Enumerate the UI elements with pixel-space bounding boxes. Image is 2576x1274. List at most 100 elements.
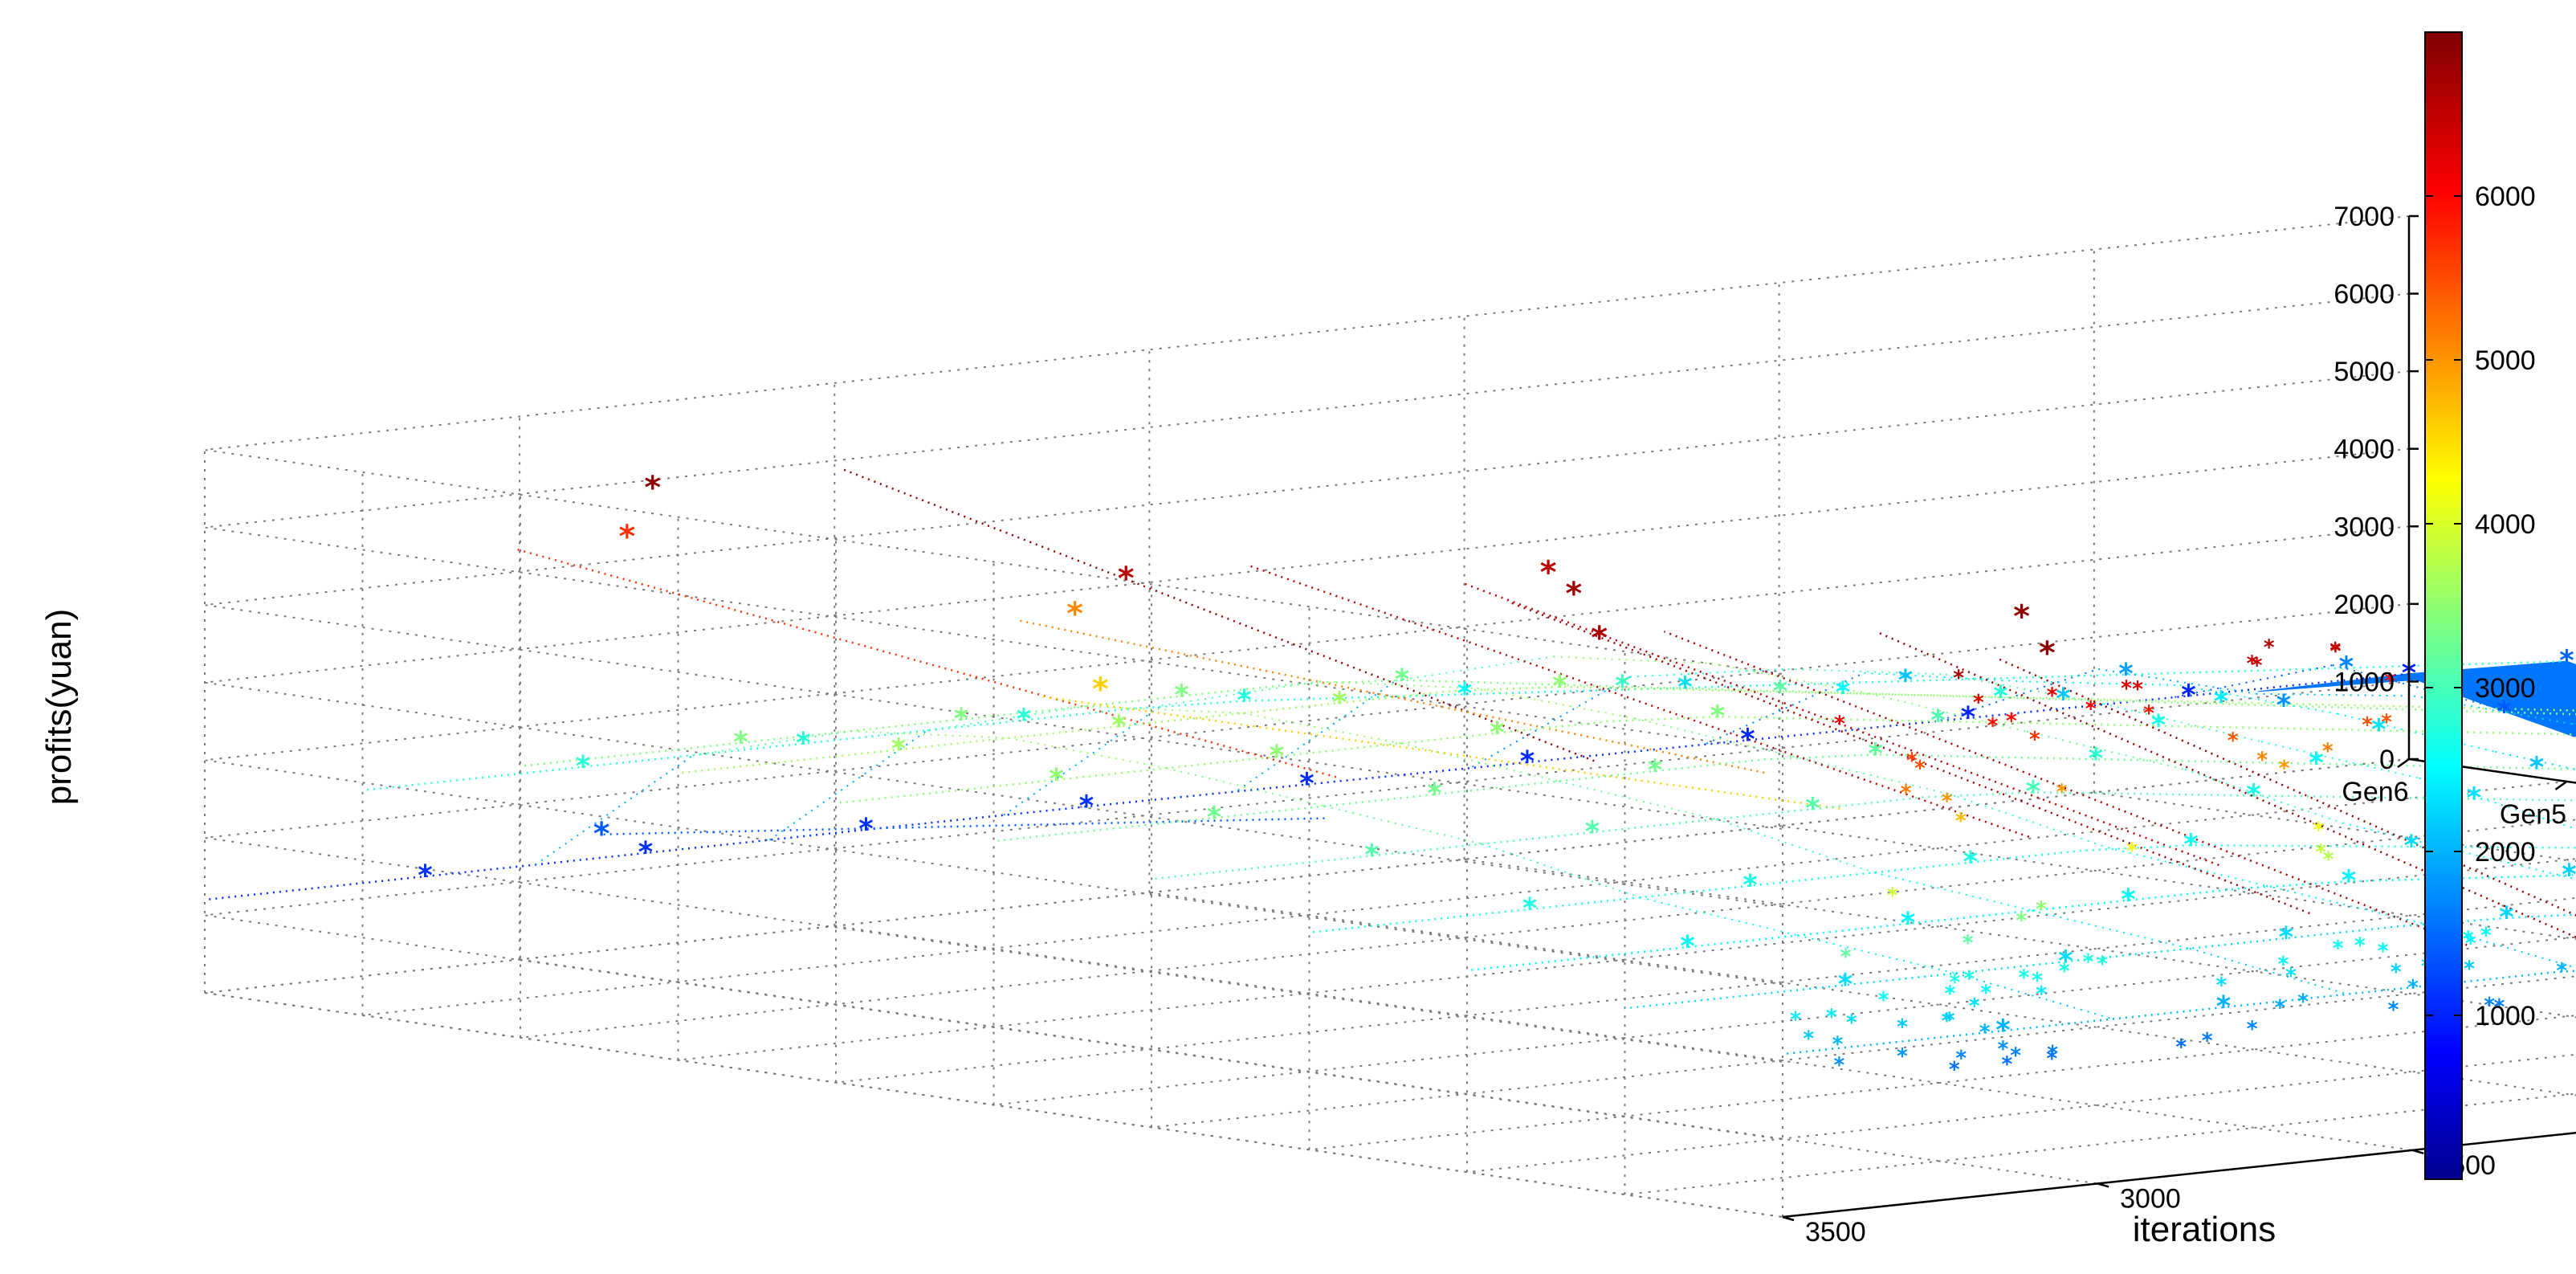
peak-stem (1018, 619, 1765, 774)
ridge-marker: * (954, 703, 968, 736)
y-tick-mark (1782, 1215, 1795, 1222)
link-line (535, 754, 694, 866)
ridge-marker: * (576, 750, 590, 783)
cluster-marker: * (2047, 1041, 2058, 1066)
ridge-marker: * (2371, 713, 2386, 746)
cluster-peak-marker: * (1906, 749, 1918, 774)
cluster-peak-marker: * (1834, 712, 1845, 737)
ridge-marker: * (2404, 830, 2419, 863)
ridge-marker: * (1427, 778, 1441, 811)
z-tick-label: 3000 (2333, 512, 2395, 542)
cluster-marker: * (2388, 998, 2399, 1023)
cluster-marker: * (1969, 994, 1980, 1019)
y-tick-label: 3000 (2120, 1183, 2181, 1214)
stem-layer (204, 468, 2576, 1056)
grid-line-z (204, 680, 2410, 1141)
cluster-marker: * (1790, 1008, 1801, 1033)
ridge-marker: * (1111, 709, 1126, 742)
ridge-marker: * (2216, 990, 2231, 1023)
ridge-marker: * (2089, 742, 2103, 775)
link-line (1711, 662, 1869, 695)
cluster-marker: * (1832, 1032, 1843, 1057)
ridge-marker: * (1963, 846, 1978, 879)
y-tick-mark (2097, 1182, 2109, 1188)
ridge-marker: * (2276, 689, 2291, 722)
link-line (768, 729, 928, 841)
ridge-marker: * (2056, 683, 2070, 716)
ridge-marker: * (2246, 779, 2260, 812)
link-line (1553, 655, 1712, 664)
link-line (1237, 680, 1396, 791)
link-line (1864, 672, 2023, 683)
cluster-marker: * (2046, 1047, 2057, 1072)
cluster-peak-marker: * (2384, 669, 2395, 694)
ridge-marker: * (1299, 768, 1314, 801)
grid-line-x-floor (1309, 1015, 2576, 1151)
cluster-peak-marker: * (1987, 713, 1999, 738)
ridge-marker: * (2309, 747, 2323, 780)
link-line (2414, 695, 2572, 725)
cluster-peak-marker: * (2247, 651, 2258, 676)
link-line (2179, 684, 2338, 715)
colorbar-tick-label: 4000 (2475, 509, 2536, 540)
ridge-marker: * (891, 733, 906, 766)
convergence-line (362, 659, 2567, 792)
link-line (1477, 687, 1636, 720)
grid-layer (204, 215, 2576, 1218)
peak-marker: * (619, 518, 636, 555)
ridge-marker: * (1901, 907, 1915, 940)
grid-line-x-floor (1624, 1092, 2576, 1196)
cluster-marker: * (2354, 933, 2366, 958)
cluster-peak-marker: * (1914, 756, 1926, 781)
grid-line-z (204, 292, 2410, 753)
ridge-marker: * (1615, 670, 1629, 703)
cluster-peak-marker: * (2143, 701, 2154, 726)
cluster-marker: * (1803, 1027, 1814, 1051)
cluster-marker: * (2010, 1043, 2021, 1068)
cluster-peak-marker: * (2362, 713, 2373, 737)
ridge-marker: * (2151, 709, 2166, 742)
cluster-marker: * (1833, 1053, 1844, 1078)
ridge-marker: * (1838, 968, 1853, 1001)
cluster-marker: * (2202, 1029, 2213, 1054)
ridge-marker: * (1961, 701, 1975, 734)
ridge-marker: * (1520, 745, 1535, 778)
colorbar-tick-label: 1000 (2475, 1001, 2536, 1031)
x-tick-mark (2554, 780, 2568, 790)
cluster-peak-marker: * (2029, 728, 2040, 753)
ridge-marker: * (1585, 815, 1600, 848)
cluster-marker: * (1944, 1008, 1955, 1033)
cluster-marker: * (2285, 964, 2297, 989)
peak-marker: * (1118, 560, 1135, 597)
ridge-marker: * (1364, 839, 1379, 872)
cluster-peak-marker: * (1887, 884, 1898, 909)
cluster-peak-marker: * (2333, 936, 2344, 961)
z-tick-label: 6000 (2333, 280, 2395, 310)
cluster-marker: * (1949, 1058, 1960, 1083)
ridge-marker: * (1079, 790, 1094, 823)
link-line (1940, 668, 2099, 721)
axis-layer (1782, 214, 2576, 1222)
cluster-marker: * (2484, 993, 2495, 1018)
link-line (2189, 947, 2348, 995)
label-layer: 01000200030004000500060007000Gen6Gen5Gen… (1805, 202, 2566, 1247)
z-tick-label: 7000 (2333, 202, 2395, 232)
grid-line-z (204, 215, 2410, 675)
cluster-marker: * (2032, 969, 2043, 994)
cluster-peak-marker: * (1973, 690, 1984, 715)
ridge-marker: * (2562, 859, 2576, 892)
ridge-marker: * (1930, 704, 1945, 737)
peak-marker: * (1092, 671, 1109, 708)
ridge-marker: * (1648, 754, 1662, 787)
cluster-peak-marker: * (1963, 931, 1974, 956)
cluster-marker: * (2378, 939, 2389, 964)
link-line (2098, 668, 2256, 695)
peak-stem (1877, 631, 2576, 939)
grid-line-y-floor (1149, 892, 2576, 1096)
link-line (1161, 680, 1320, 707)
cluster-marker: * (2464, 957, 2475, 982)
ridge-marker: * (1017, 704, 1031, 737)
cluster-peak-marker: * (2085, 697, 2097, 722)
cluster-peak-marker: * (2322, 739, 2333, 764)
